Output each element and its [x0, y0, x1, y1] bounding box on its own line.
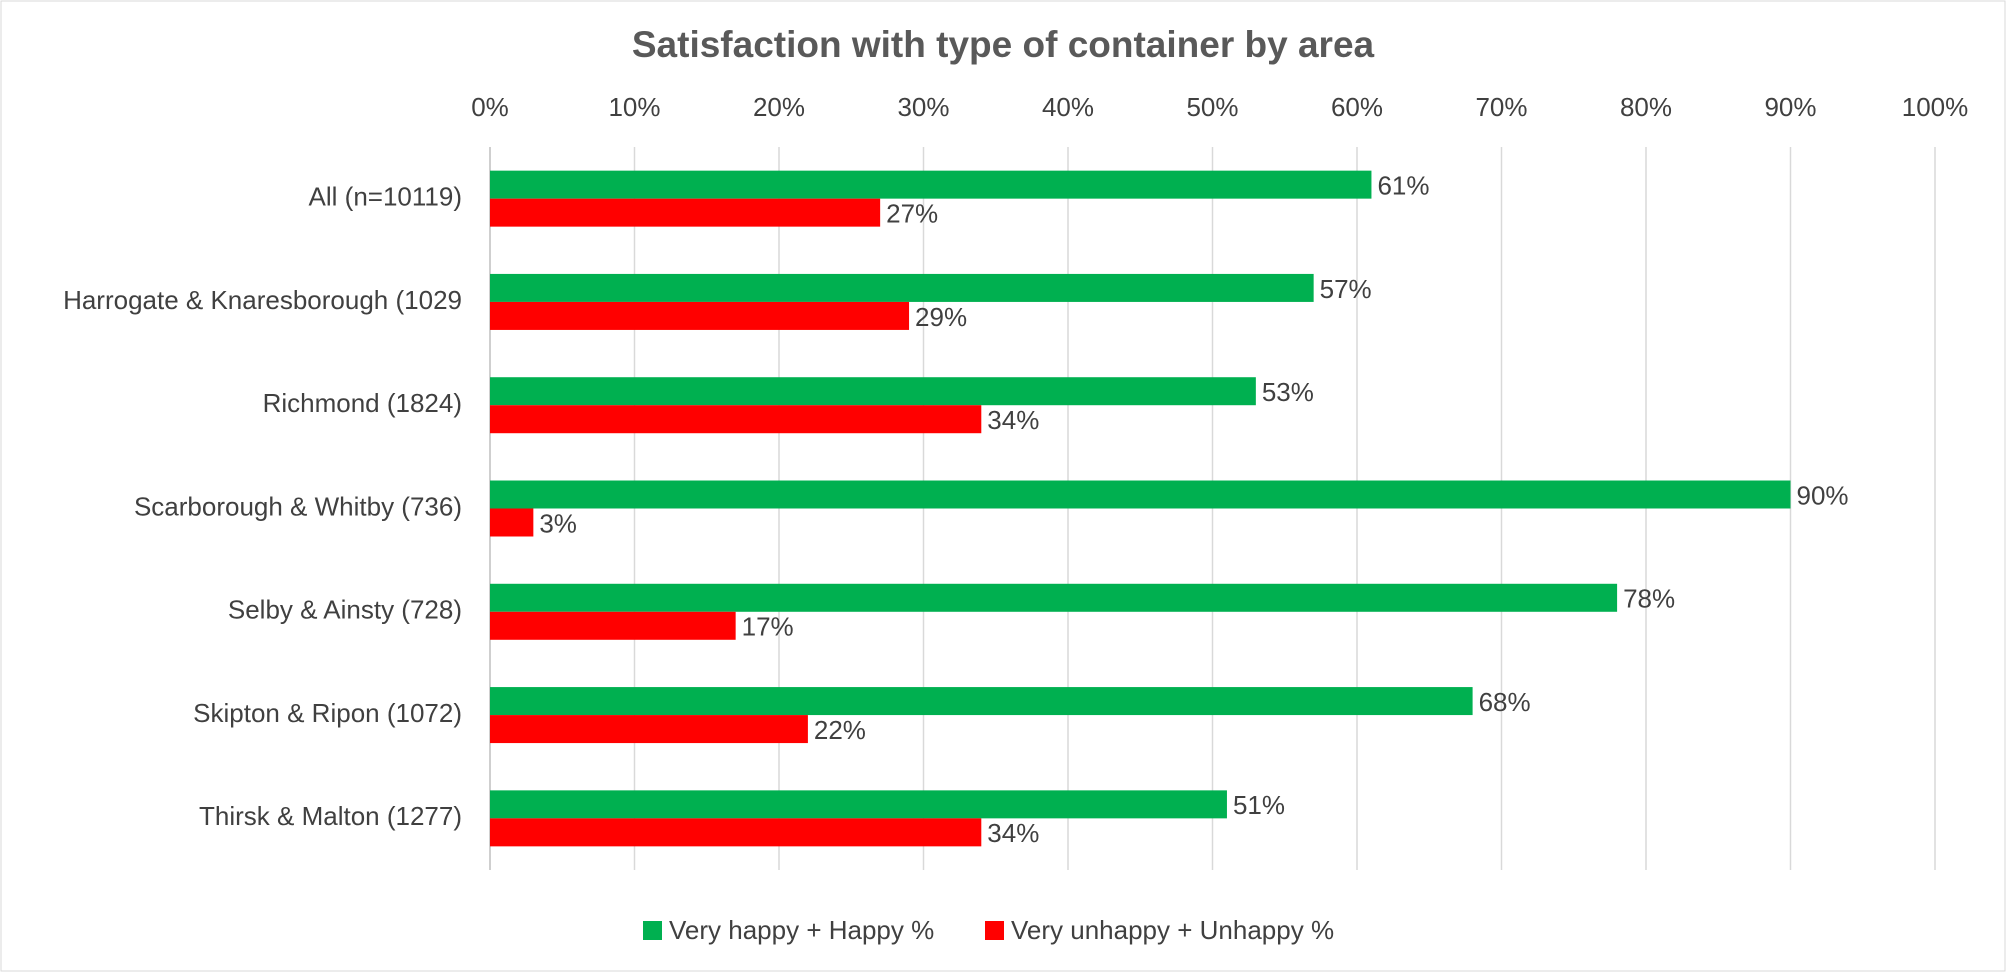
data-label: 78%	[1623, 584, 1675, 614]
bar	[490, 480, 1791, 509]
bar	[490, 301, 910, 330]
bar	[490, 170, 1372, 199]
legend-swatch	[643, 921, 662, 940]
data-label: 51%	[1233, 790, 1285, 820]
x-tick-label: 100%	[1902, 92, 1969, 122]
x-tick-label: 10%	[608, 92, 660, 122]
data-label: 3%	[539, 508, 577, 538]
y-tick-label: Richmond (1824)	[263, 388, 462, 418]
bar	[490, 611, 736, 640]
y-tick-label: Thirsk & Malton (1277)	[199, 801, 462, 831]
y-tick-label: All (n=10119)	[309, 182, 462, 212]
data-label: 27%	[886, 199, 938, 229]
legend-label: Very happy + Happy %	[669, 915, 934, 945]
bar	[490, 405, 982, 434]
y-tick-label: Scarborough & Whitby (736)	[134, 491, 462, 521]
data-label: 68%	[1479, 687, 1531, 717]
y-tick-label: Skipton & Ripon (1072)	[193, 698, 462, 728]
x-tick-label: 70%	[1475, 92, 1527, 122]
bar	[490, 790, 1227, 819]
x-tick-label: 40%	[1042, 92, 1094, 122]
legend-label: Very unhappy + Unhappy %	[1011, 915, 1334, 945]
bar	[490, 508, 534, 537]
bar	[490, 715, 808, 744]
y-tick-label: Selby & Ainsty (728)	[228, 595, 462, 625]
bar	[490, 687, 1473, 716]
x-tick-label: 50%	[1186, 92, 1238, 122]
x-tick-label: 20%	[753, 92, 805, 122]
data-label: 61%	[1377, 171, 1429, 201]
data-label: 34%	[987, 818, 1039, 848]
data-label: 34%	[987, 405, 1039, 435]
x-tick-label: 60%	[1331, 92, 1383, 122]
y-tick-label: Harrogate & Knaresborough (1029	[63, 285, 462, 315]
bar	[490, 377, 1256, 406]
data-label: 90%	[1797, 480, 1849, 510]
data-label: 29%	[915, 302, 967, 332]
data-label: 57%	[1320, 274, 1372, 304]
bar	[490, 273, 1314, 302]
x-tick-label: 90%	[1764, 92, 1816, 122]
x-tick-label: 80%	[1620, 92, 1672, 122]
data-label: 22%	[814, 715, 866, 745]
bar	[490, 818, 982, 847]
bar	[490, 583, 1618, 612]
x-tick-label: 0%	[471, 92, 509, 122]
x-tick-label: 30%	[897, 92, 949, 122]
chart-title: Satisfaction with type of container by a…	[632, 24, 1375, 65]
bar	[490, 198, 881, 227]
data-label: 17%	[742, 612, 794, 642]
data-label: 53%	[1262, 377, 1314, 407]
legend-swatch	[985, 921, 1004, 940]
